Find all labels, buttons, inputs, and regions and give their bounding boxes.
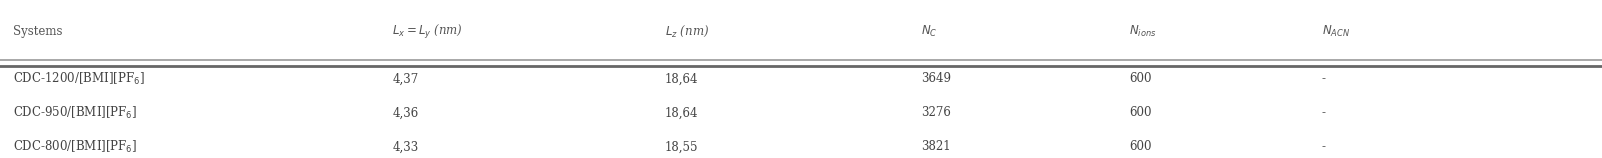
Text: CDC-800/[BMI][PF$_6$]: CDC-800/[BMI][PF$_6$] [13,139,138,155]
Text: Systems: Systems [13,25,62,38]
Text: $N_C$: $N_C$ [921,24,937,39]
Text: 600: 600 [1129,73,1152,85]
Text: CDC-1200/[BMI][PF$_6$]: CDC-1200/[BMI][PF$_6$] [13,71,144,87]
Text: 18,64: 18,64 [665,73,698,85]
Text: 3649: 3649 [921,73,952,85]
Text: $N_{ions}$: $N_{ions}$ [1129,24,1157,39]
Text: 3276: 3276 [921,106,952,119]
Text: -: - [1322,73,1325,85]
Text: 600: 600 [1129,140,1152,153]
Text: 3821: 3821 [921,140,950,153]
Text: $N_{ACN}$: $N_{ACN}$ [1322,24,1350,39]
Text: 600: 600 [1129,106,1152,119]
Text: $L_z$ (nm): $L_z$ (nm) [665,24,710,39]
Text: 4,36: 4,36 [392,106,418,119]
Text: 18,64: 18,64 [665,106,698,119]
Text: CDC-950/[BMI][PF$_6$]: CDC-950/[BMI][PF$_6$] [13,105,138,121]
Text: -: - [1322,140,1325,153]
Text: 4,33: 4,33 [392,140,418,153]
Text: -: - [1322,106,1325,119]
Text: 4,37: 4,37 [392,73,418,85]
Text: 18,55: 18,55 [665,140,698,153]
Text: $L_x = L_y$ (nm): $L_x = L_y$ (nm) [392,23,463,41]
